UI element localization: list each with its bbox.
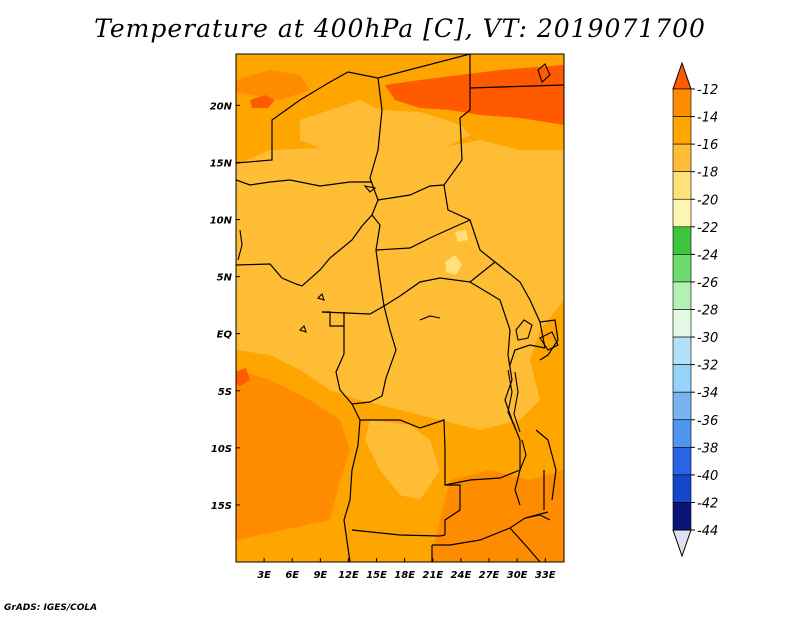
lat-tick-label: EQ <box>217 330 233 341</box>
field-minus12-to-minus14-sw <box>236 370 350 540</box>
colorbar-label: -20 <box>697 193 718 208</box>
colorbar-label: -36 <box>697 414 718 429</box>
lon-tick-label: 9E <box>313 570 327 581</box>
colorbar-swatch <box>672 309 692 338</box>
field-above-minus12-ne <box>385 65 564 125</box>
colorbar-swatch <box>672 502 692 531</box>
colorbar-swatch <box>672 391 692 421</box>
colorbar-swatch <box>672 88 692 117</box>
temperature-field <box>236 54 564 562</box>
colorbar-swatch <box>672 171 692 200</box>
colorbar-label: -32 <box>697 359 718 374</box>
colorbar-label: -38 <box>697 441 718 456</box>
colorbar-label: -30 <box>697 331 718 346</box>
colorbar-label: -18 <box>697 166 718 181</box>
colorbar-label: -42 <box>697 496 718 511</box>
lon-tick-label: 30E <box>507 570 528 581</box>
colorbar-label: -44 <box>697 524 718 539</box>
lat-tick-label: 20N <box>210 101 233 112</box>
lon-tick-label: 15E <box>366 570 387 581</box>
field-minus12-to-minus14-nw <box>236 70 310 100</box>
colorbar-label: -26 <box>697 276 718 291</box>
field-minus18-to-minus20-a <box>445 255 462 275</box>
software-credit: GrADS: IGES/COLA <box>4 603 98 613</box>
lon-tick-label: 33E <box>535 570 556 581</box>
colorbar-label: -14 <box>697 111 718 126</box>
field-minus16-to-minus18 <box>236 140 564 430</box>
country-boundaries <box>236 54 564 562</box>
field-minus12-to-minus14-se <box>430 470 564 562</box>
colorbar-swatch <box>672 143 692 172</box>
field-above-minus12-nw <box>250 95 275 108</box>
colorbar-legend: -12 -14 -16 -18 -20 -22 -24 -26 -28 -30 -32 -34 -36 -… <box>672 61 718 558</box>
lon-tick-label: 18E <box>394 570 415 581</box>
colorbar-label: -28 <box>697 304 718 319</box>
colorbar-swatch <box>672 447 692 476</box>
lon-tick-label: 6E <box>285 570 299 581</box>
longitude-axis: 3E 6E 9E 12E 15E 18E 21E 24E 27E 30E 33E <box>257 558 556 581</box>
colorbar-label: -24 <box>697 248 718 263</box>
colorbar-swatch <box>672 281 692 310</box>
lat-tick-label: 5N <box>217 273 233 284</box>
colorbar-swatch <box>672 198 692 228</box>
colorbar-bottom-arrow <box>672 529 692 558</box>
colorbar-label: -22 <box>697 221 718 236</box>
lon-tick-label: 12E <box>338 570 359 581</box>
map-frame <box>235 53 565 563</box>
map-title: Temperature at 400hPa [C], VT: 201907170… <box>94 14 706 43</box>
colorbar-label: -40 <box>697 469 718 484</box>
colorbar-top-arrow <box>672 61 692 90</box>
colorbar-swatch <box>672 336 692 365</box>
colorbar-swatch <box>672 419 692 448</box>
lat-tick-label: 10S <box>211 444 232 455</box>
latitude-axis: 20N 15N 10N 5N EQ 5S 10S 15S <box>210 101 240 512</box>
colorbar-swatch <box>672 116 692 145</box>
field-minus18-to-minus20-b <box>455 230 468 242</box>
colorbar-swatch <box>672 474 692 503</box>
lon-tick-label: 24E <box>451 570 472 581</box>
field-minus16-to-minus18-south <box>365 420 440 500</box>
lon-tick-label: 27E <box>479 570 500 581</box>
lat-tick-label: 15N <box>210 158 233 169</box>
lon-tick-label: 21E <box>422 570 443 581</box>
field-minus16-to-minus18-north <box>300 100 470 150</box>
lakes-islands <box>237 63 559 521</box>
colorbar-swatch <box>672 226 692 255</box>
lat-tick-label: 10N <box>210 216 233 227</box>
colorbar-swatch <box>672 254 692 283</box>
lat-tick-label: 15S <box>211 501 232 512</box>
field-above-minus12-west <box>236 368 250 386</box>
lat-tick-label: 5S <box>218 387 232 398</box>
colorbar-label: -12 <box>697 83 718 98</box>
colorbar-swatch <box>672 364 692 393</box>
colorbar-label: -34 <box>697 386 718 401</box>
colorbar-label: -16 <box>697 138 718 153</box>
lon-tick-label: 3E <box>257 570 271 581</box>
